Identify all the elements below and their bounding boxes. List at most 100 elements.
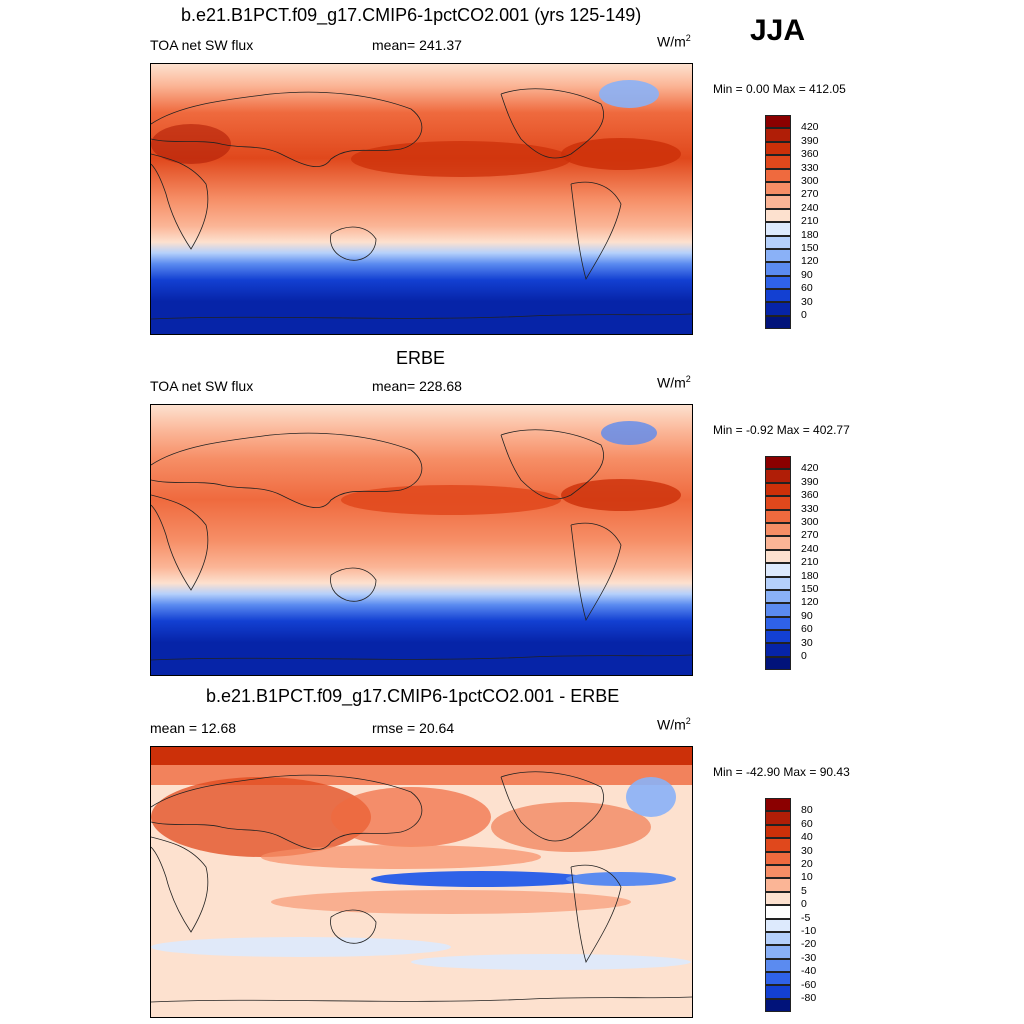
colorbar-label: 270 xyxy=(801,529,819,542)
colorbar-swatch xyxy=(765,958,791,973)
colorbar-label: 0 xyxy=(801,309,807,321)
colorbar-swatch xyxy=(765,262,791,276)
colorbar-swatch xyxy=(765,824,791,839)
panel2-coast-africa xyxy=(151,494,209,591)
colorbar-label: 150 xyxy=(801,583,819,595)
colorbar-label: 360 xyxy=(801,148,819,161)
colorbar-label: 210 xyxy=(801,215,819,228)
panel1-coast-eurasia xyxy=(151,91,423,168)
panel3-minmax: Min = -42.90 Max = 90.43 xyxy=(713,765,850,779)
colorbar-label: 40 xyxy=(801,831,813,844)
colorbar-label: 60 xyxy=(801,817,813,830)
panel2-coast-antarctica xyxy=(151,654,692,661)
colorbar-label: 420 xyxy=(801,121,819,134)
colorbar-label: -10 xyxy=(801,925,817,937)
colorbar-swatch xyxy=(765,275,791,290)
panel2-units: W/m2 xyxy=(657,374,691,391)
colorbar-swatch xyxy=(765,851,791,865)
colorbar-swatch xyxy=(765,315,791,330)
panel1-minmax: Min = 0.00 Max = 412.05 xyxy=(713,82,846,96)
colorbar-label: 90 xyxy=(801,268,813,281)
panel2-colorbar: 420 390 360 330 300 270 240 210 180 150 120 90 60 30 0 xyxy=(765,456,819,671)
colorbar-label: -20 xyxy=(801,938,817,951)
colorbar-label: 270 xyxy=(801,188,819,201)
colorbar-label: 10 xyxy=(801,871,813,884)
colorbar-swatch xyxy=(765,289,791,303)
colorbar-label: 150 xyxy=(801,242,819,254)
panel1-greenland-low xyxy=(599,80,659,108)
panel1-coast-samerica xyxy=(570,181,622,281)
colorbar-swatch xyxy=(765,208,791,223)
panel1-coast-namerica xyxy=(500,88,604,159)
panel1-coast-africa xyxy=(151,153,209,250)
colorbar-label: 180 xyxy=(801,569,819,582)
panel3-coast-namerica xyxy=(500,771,604,842)
colorbar-label: -40 xyxy=(801,965,817,978)
colorbar-swatch xyxy=(765,195,791,209)
colorbar-label: 240 xyxy=(801,542,819,555)
panel1-coast-antarctica xyxy=(151,313,692,320)
colorbar-label: 360 xyxy=(801,489,819,502)
panel1-units: W/m2 xyxy=(657,33,691,50)
colorbar-swatch xyxy=(765,864,791,879)
panel3-coast-africa xyxy=(151,836,209,933)
colorbar-swatch xyxy=(765,128,791,142)
colorbar-label: 420 xyxy=(801,462,819,475)
colorbar-swatch xyxy=(765,576,791,590)
panel2-greenland-low xyxy=(601,421,657,445)
colorbar-label: 300 xyxy=(801,175,819,187)
panel1-sahara-max xyxy=(151,124,231,164)
colorbar-label: 20 xyxy=(801,858,813,870)
panel2-coast-australia xyxy=(330,567,377,602)
colorbar-label: 330 xyxy=(801,161,819,174)
panel3-map xyxy=(150,746,693,1018)
panel3-pacific-cold xyxy=(371,871,591,887)
colorbar-label: 120 xyxy=(801,596,819,609)
panel1-colorbar: 420 390 360 330 300 270 240 210 180 150 120 90 60 30 0 xyxy=(765,115,819,330)
colorbar-label: 0 xyxy=(801,898,807,911)
colorbar-swatch xyxy=(765,155,791,169)
colorbar-swatch xyxy=(765,630,791,644)
colorbar-label: 30 xyxy=(801,636,813,649)
colorbar-swatch xyxy=(765,141,791,156)
colorbar-label: 240 xyxy=(801,201,819,214)
colorbar-swatch xyxy=(765,509,791,523)
colorbar-swatch xyxy=(765,522,791,537)
panel1-title: b.e21.B1PCT.f09_g17.CMIP6-1pctCO2.001 (y… xyxy=(181,5,642,25)
panel2-atlantic-max xyxy=(561,479,681,511)
colorbar-label: 390 xyxy=(801,134,819,147)
panel2-minmax: Min = -0.92 Max = 402.77 xyxy=(713,423,850,437)
colorbar-swatch xyxy=(765,972,791,986)
colorbar-swatch xyxy=(765,469,791,483)
colorbar-swatch xyxy=(765,181,791,196)
colorbar-swatch xyxy=(765,482,791,497)
colorbar-swatch xyxy=(765,656,791,671)
colorbar-swatch xyxy=(765,302,791,316)
colorbar-label: 60 xyxy=(801,623,813,636)
colorbar-swatch xyxy=(765,248,791,263)
colorbar-label: 330 xyxy=(801,502,819,515)
panel1-map xyxy=(150,63,693,335)
colorbar-label: -5 xyxy=(801,911,811,924)
colorbar-swatch xyxy=(765,918,791,932)
colorbar-swatch xyxy=(765,603,791,617)
colorbar-swatch xyxy=(765,905,791,919)
panel3-title: b.e21.B1PCT.f09_g17.CMIP6-1pctCO2.001 - … xyxy=(206,686,620,706)
colorbar-label: -80 xyxy=(801,992,817,1004)
colorbar-swatch xyxy=(765,878,791,892)
panel3-coast-antarctica xyxy=(151,996,692,1003)
panel3-coast-samerica xyxy=(570,864,622,964)
colorbar-swatch xyxy=(765,998,791,1013)
colorbar-swatch xyxy=(765,589,791,604)
colorbar-label: 30 xyxy=(801,295,813,308)
colorbar-label: 180 xyxy=(801,228,819,241)
colorbar-swatch xyxy=(765,549,791,564)
season-label: JJA xyxy=(750,14,806,47)
colorbar-label: -30 xyxy=(801,951,817,964)
panel3-eurasia-warm xyxy=(151,777,371,857)
panel2-pacific-max xyxy=(341,485,561,515)
colorbar-label: 5 xyxy=(801,884,807,897)
colorbar-swatch xyxy=(765,456,791,470)
panel3-coast-eurasia xyxy=(151,774,423,851)
panel3-units: W/m2 xyxy=(657,716,691,733)
